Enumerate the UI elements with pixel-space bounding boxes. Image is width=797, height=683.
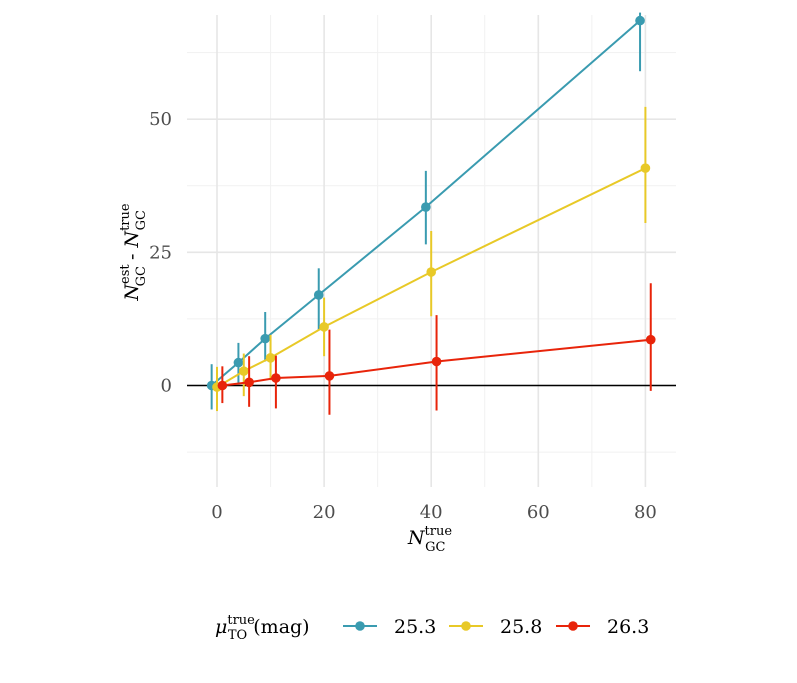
legend-key-26.3: 26.3 bbox=[556, 616, 649, 638]
x-axis-title: Ntrue GC bbox=[407, 524, 452, 555]
x-tick-label: 20 bbox=[313, 502, 336, 523]
data-point bbox=[324, 371, 335, 381]
y-tick-labels: 0 25 50 bbox=[149, 109, 172, 396]
legend-key-point bbox=[568, 621, 578, 631]
legend-title-suffix: (mag) bbox=[247, 616, 309, 638]
data-point bbox=[635, 15, 645, 26]
data-point bbox=[260, 333, 270, 344]
y-axis-title: NestGC - NtrueGC bbox=[118, 203, 149, 301]
legend-title-sup: true bbox=[227, 613, 255, 628]
legend: μtrue TO (mag) 25.3 25.8 26.3 bbox=[215, 613, 649, 643]
data-point bbox=[244, 377, 254, 388]
y-axis-title-left-sub: GC bbox=[134, 266, 149, 286]
data-point bbox=[271, 373, 281, 383]
data-point bbox=[313, 290, 324, 300]
data-point bbox=[217, 380, 228, 391]
y-axis-title-left-main: N bbox=[121, 283, 143, 302]
y-axis-title-left-sup: est bbox=[118, 264, 133, 284]
legend-keys: 25.3 25.8 26.3 bbox=[343, 616, 649, 638]
data-point bbox=[233, 357, 244, 368]
x-tick-label: 0 bbox=[211, 502, 222, 523]
x-tick-label: 60 bbox=[527, 502, 550, 523]
series-26.3 bbox=[217, 283, 656, 415]
series-25.8 bbox=[212, 106, 651, 412]
legend-title-sub: TO bbox=[228, 628, 247, 643]
y-axis-title-right-main: N bbox=[121, 230, 143, 249]
data-point bbox=[421, 202, 431, 212]
y-axis-title-right-sub: GC bbox=[134, 210, 149, 230]
legend-title: μtrue TO (mag) bbox=[215, 613, 310, 643]
series-25.3 bbox=[206, 12, 645, 410]
data-point bbox=[645, 334, 656, 345]
y-tick-label: 25 bbox=[149, 242, 172, 263]
y-tick-label: 50 bbox=[149, 109, 172, 130]
x-tick-label: 40 bbox=[420, 502, 443, 523]
series-layer bbox=[206, 12, 656, 415]
data-point bbox=[431, 356, 442, 367]
legend-label: 25.3 bbox=[394, 616, 436, 638]
legend-key-point bbox=[461, 621, 471, 631]
x-tick-label: 80 bbox=[634, 502, 657, 523]
y-axis-title-right-sup: true bbox=[118, 203, 133, 231]
y-tick-label: 0 bbox=[161, 376, 172, 397]
x-axis-title-sup: true bbox=[425, 524, 453, 539]
series-line bbox=[216, 167, 646, 388]
x-tick-labels: 0 20 40 60 80 bbox=[211, 502, 657, 523]
legend-key-25.3: 25.3 bbox=[343, 616, 436, 638]
x-axis-title-sub: GC bbox=[425, 540, 445, 555]
legend-title-main: μ bbox=[215, 616, 227, 638]
y-axis-title-separator: - bbox=[121, 248, 143, 267]
x-axis-title-main: N bbox=[407, 527, 426, 549]
legend-label: 25.8 bbox=[500, 616, 542, 638]
data-point bbox=[319, 322, 329, 332]
legend-label: 26.3 bbox=[607, 616, 649, 638]
legend-key-point bbox=[355, 621, 365, 631]
data-point bbox=[640, 163, 651, 173]
data-point bbox=[265, 352, 276, 363]
series-line bbox=[210, 19, 641, 387]
data-point bbox=[426, 267, 437, 277]
data-point bbox=[238, 366, 249, 376]
legend-key-25.8: 25.8 bbox=[449, 616, 542, 638]
